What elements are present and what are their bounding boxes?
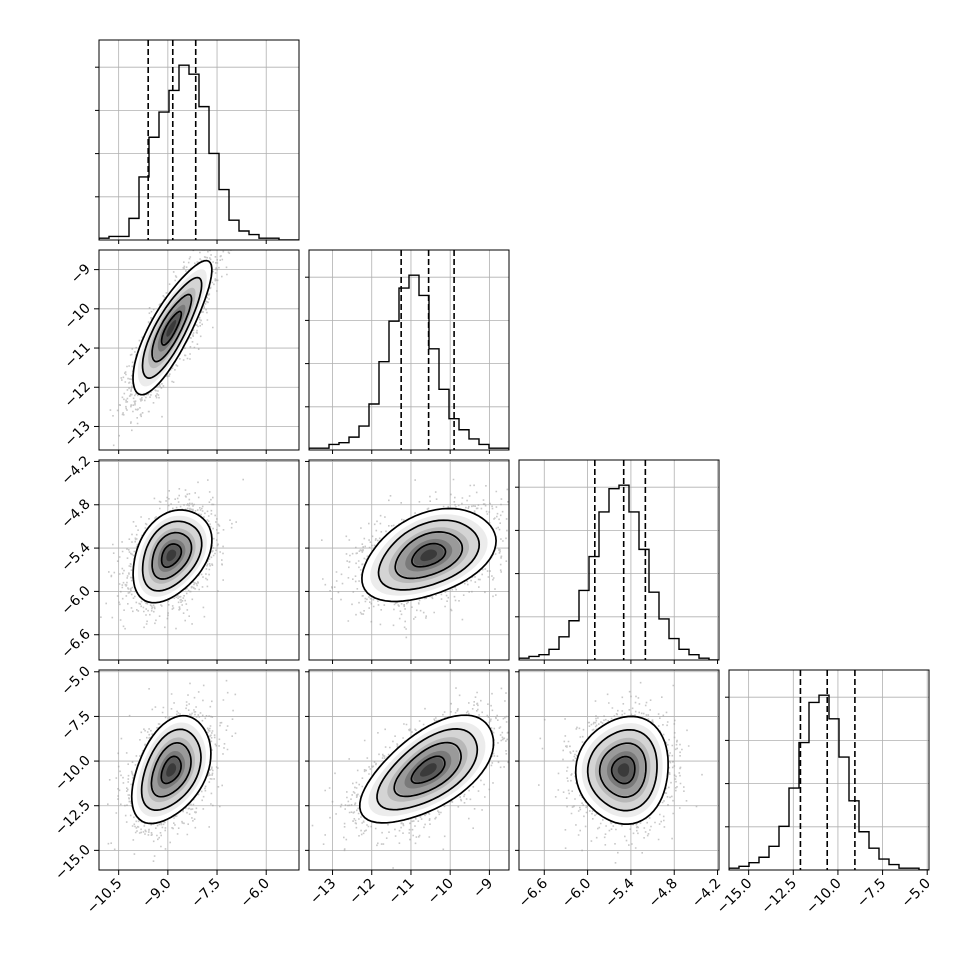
x-tick-label: −10.0	[803, 876, 845, 918]
x-tick-label: −10.5	[84, 876, 126, 918]
density-fill	[420, 763, 437, 777]
contour-line	[410, 755, 446, 785]
panel-frame	[518, 669, 720, 871]
histogram-panel-4	[729, 670, 929, 870]
density-fill	[617, 763, 630, 777]
y-tick-label: −9	[68, 261, 94, 287]
x-tick-label: −9	[470, 876, 496, 902]
y-tick-label: −7.5	[58, 708, 93, 743]
scatter-panel-r2-c1	[99, 250, 299, 450]
contour-line	[151, 531, 193, 580]
panel-frame	[98, 39, 300, 241]
y-tick-label: −5.4	[58, 540, 93, 575]
x-tick-label: −15.0	[714, 876, 756, 918]
scatter-panel-r4-c2	[309, 670, 509, 870]
x-tick-label: −13	[307, 876, 339, 908]
x-tick-label: −7.5	[189, 876, 224, 911]
histogram-step-line	[99, 64, 299, 240]
x-tick-label: −12.5	[758, 876, 800, 918]
contour-line	[160, 755, 182, 785]
contour-line	[141, 520, 203, 592]
histogram-panel-3	[519, 460, 719, 660]
contour-line	[160, 310, 183, 346]
histogram-step-line	[729, 694, 929, 870]
contour-line	[610, 755, 636, 785]
contour-line	[376, 728, 479, 811]
x-tick-label: −7.5	[854, 876, 889, 911]
density-fill	[420, 549, 437, 562]
x-tick-label: −6.0	[238, 876, 273, 911]
density-fill	[166, 549, 177, 562]
y-tick-label: −5.0	[58, 663, 93, 698]
contour-line	[141, 276, 203, 379]
histogram-step-line	[309, 274, 509, 450]
x-tick-label: −4.8	[646, 876, 681, 911]
panel-frame	[98, 459, 300, 661]
x-tick-label: −5.4	[602, 875, 637, 910]
contour-line	[132, 259, 213, 396]
density-fill	[166, 320, 177, 337]
y-tick-label: −4.8	[58, 496, 93, 531]
x-tick-label: −6.6	[516, 875, 551, 910]
contour-line	[586, 728, 658, 812]
x-tick-label: −10	[425, 876, 457, 908]
contour-line	[150, 741, 192, 798]
panel-frame	[728, 669, 930, 871]
y-tick-label: −12	[62, 379, 94, 411]
contour-line	[151, 293, 193, 363]
contour-line	[598, 742, 647, 798]
contour-line	[132, 509, 213, 604]
x-tick-label: −6.0	[559, 876, 594, 911]
panel-frame	[308, 669, 510, 871]
panel-frame	[518, 459, 720, 661]
contour-line	[358, 714, 495, 824]
y-tick-label: −6.0	[58, 583, 93, 618]
panel-frame	[308, 249, 510, 451]
y-tick-label: −10.0	[52, 753, 94, 795]
contour-line	[377, 519, 481, 591]
contour-line	[394, 531, 464, 580]
scatter-points	[100, 478, 244, 630]
contour-line	[160, 543, 183, 569]
x-tick-label: −9.0	[139, 876, 174, 911]
panel-frame	[308, 459, 510, 661]
scatter-panel-r3-c2	[309, 460, 509, 660]
contour-line	[393, 741, 462, 798]
contour-line	[130, 714, 212, 825]
histogram-panel-2	[309, 250, 509, 450]
density-fill	[166, 763, 177, 777]
y-tick-label: −6.6	[58, 626, 93, 661]
x-tick-label: −12	[346, 876, 378, 908]
histogram-step-line	[519, 484, 719, 660]
y-tick-label: −13	[62, 418, 94, 450]
histogram-panel-1	[99, 40, 299, 240]
y-tick-label: −11	[62, 340, 94, 372]
y-tick-label: −10	[62, 300, 94, 332]
contour-line	[574, 715, 669, 825]
panel-frame	[98, 669, 300, 871]
contour-line	[411, 542, 447, 568]
scatter-panel-r3-c1	[99, 460, 299, 660]
contour-line	[361, 507, 497, 603]
x-tick-label: −11	[386, 876, 418, 908]
panel-frame	[98, 249, 300, 451]
y-tick-label: −4.2	[58, 453, 93, 488]
y-tick-label: −12.5	[52, 797, 94, 839]
y-tick-label: −15.0	[52, 842, 94, 884]
scatter-panel-r4-c3	[519, 670, 719, 870]
scatter-panel-r4-c1	[99, 670, 299, 870]
contour-line	[140, 728, 202, 811]
x-tick-label: −5.0	[899, 876, 934, 911]
